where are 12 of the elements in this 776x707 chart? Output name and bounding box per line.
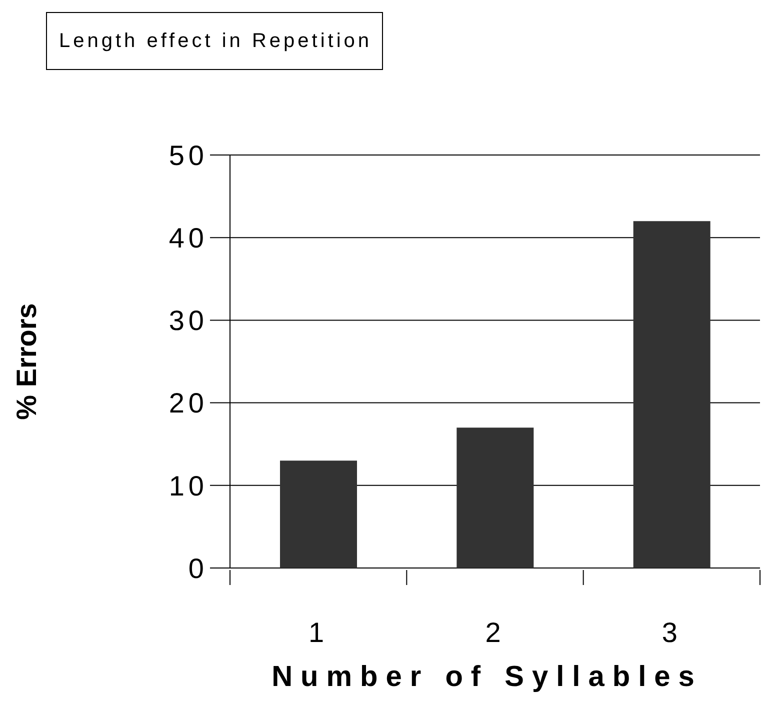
- x-tick-label: 3: [662, 617, 682, 648]
- x-axis-title: Number of Syllables: [272, 661, 702, 693]
- y-tick-label: 0: [188, 552, 208, 584]
- x-tick-label: 2: [485, 617, 505, 648]
- chart-title: Length effect in Repetition: [46, 12, 384, 70]
- y-tick-label: 10: [168, 470, 208, 502]
- y-tick-label: 40: [168, 222, 208, 254]
- y-axis-title: % Errors: [10, 303, 42, 420]
- y-tick-label: 20: [168, 388, 208, 419]
- y-tick-label: 30: [168, 305, 208, 336]
- x-tick-label: 1: [308, 617, 328, 648]
- y-tick-label: 50: [168, 140, 208, 171]
